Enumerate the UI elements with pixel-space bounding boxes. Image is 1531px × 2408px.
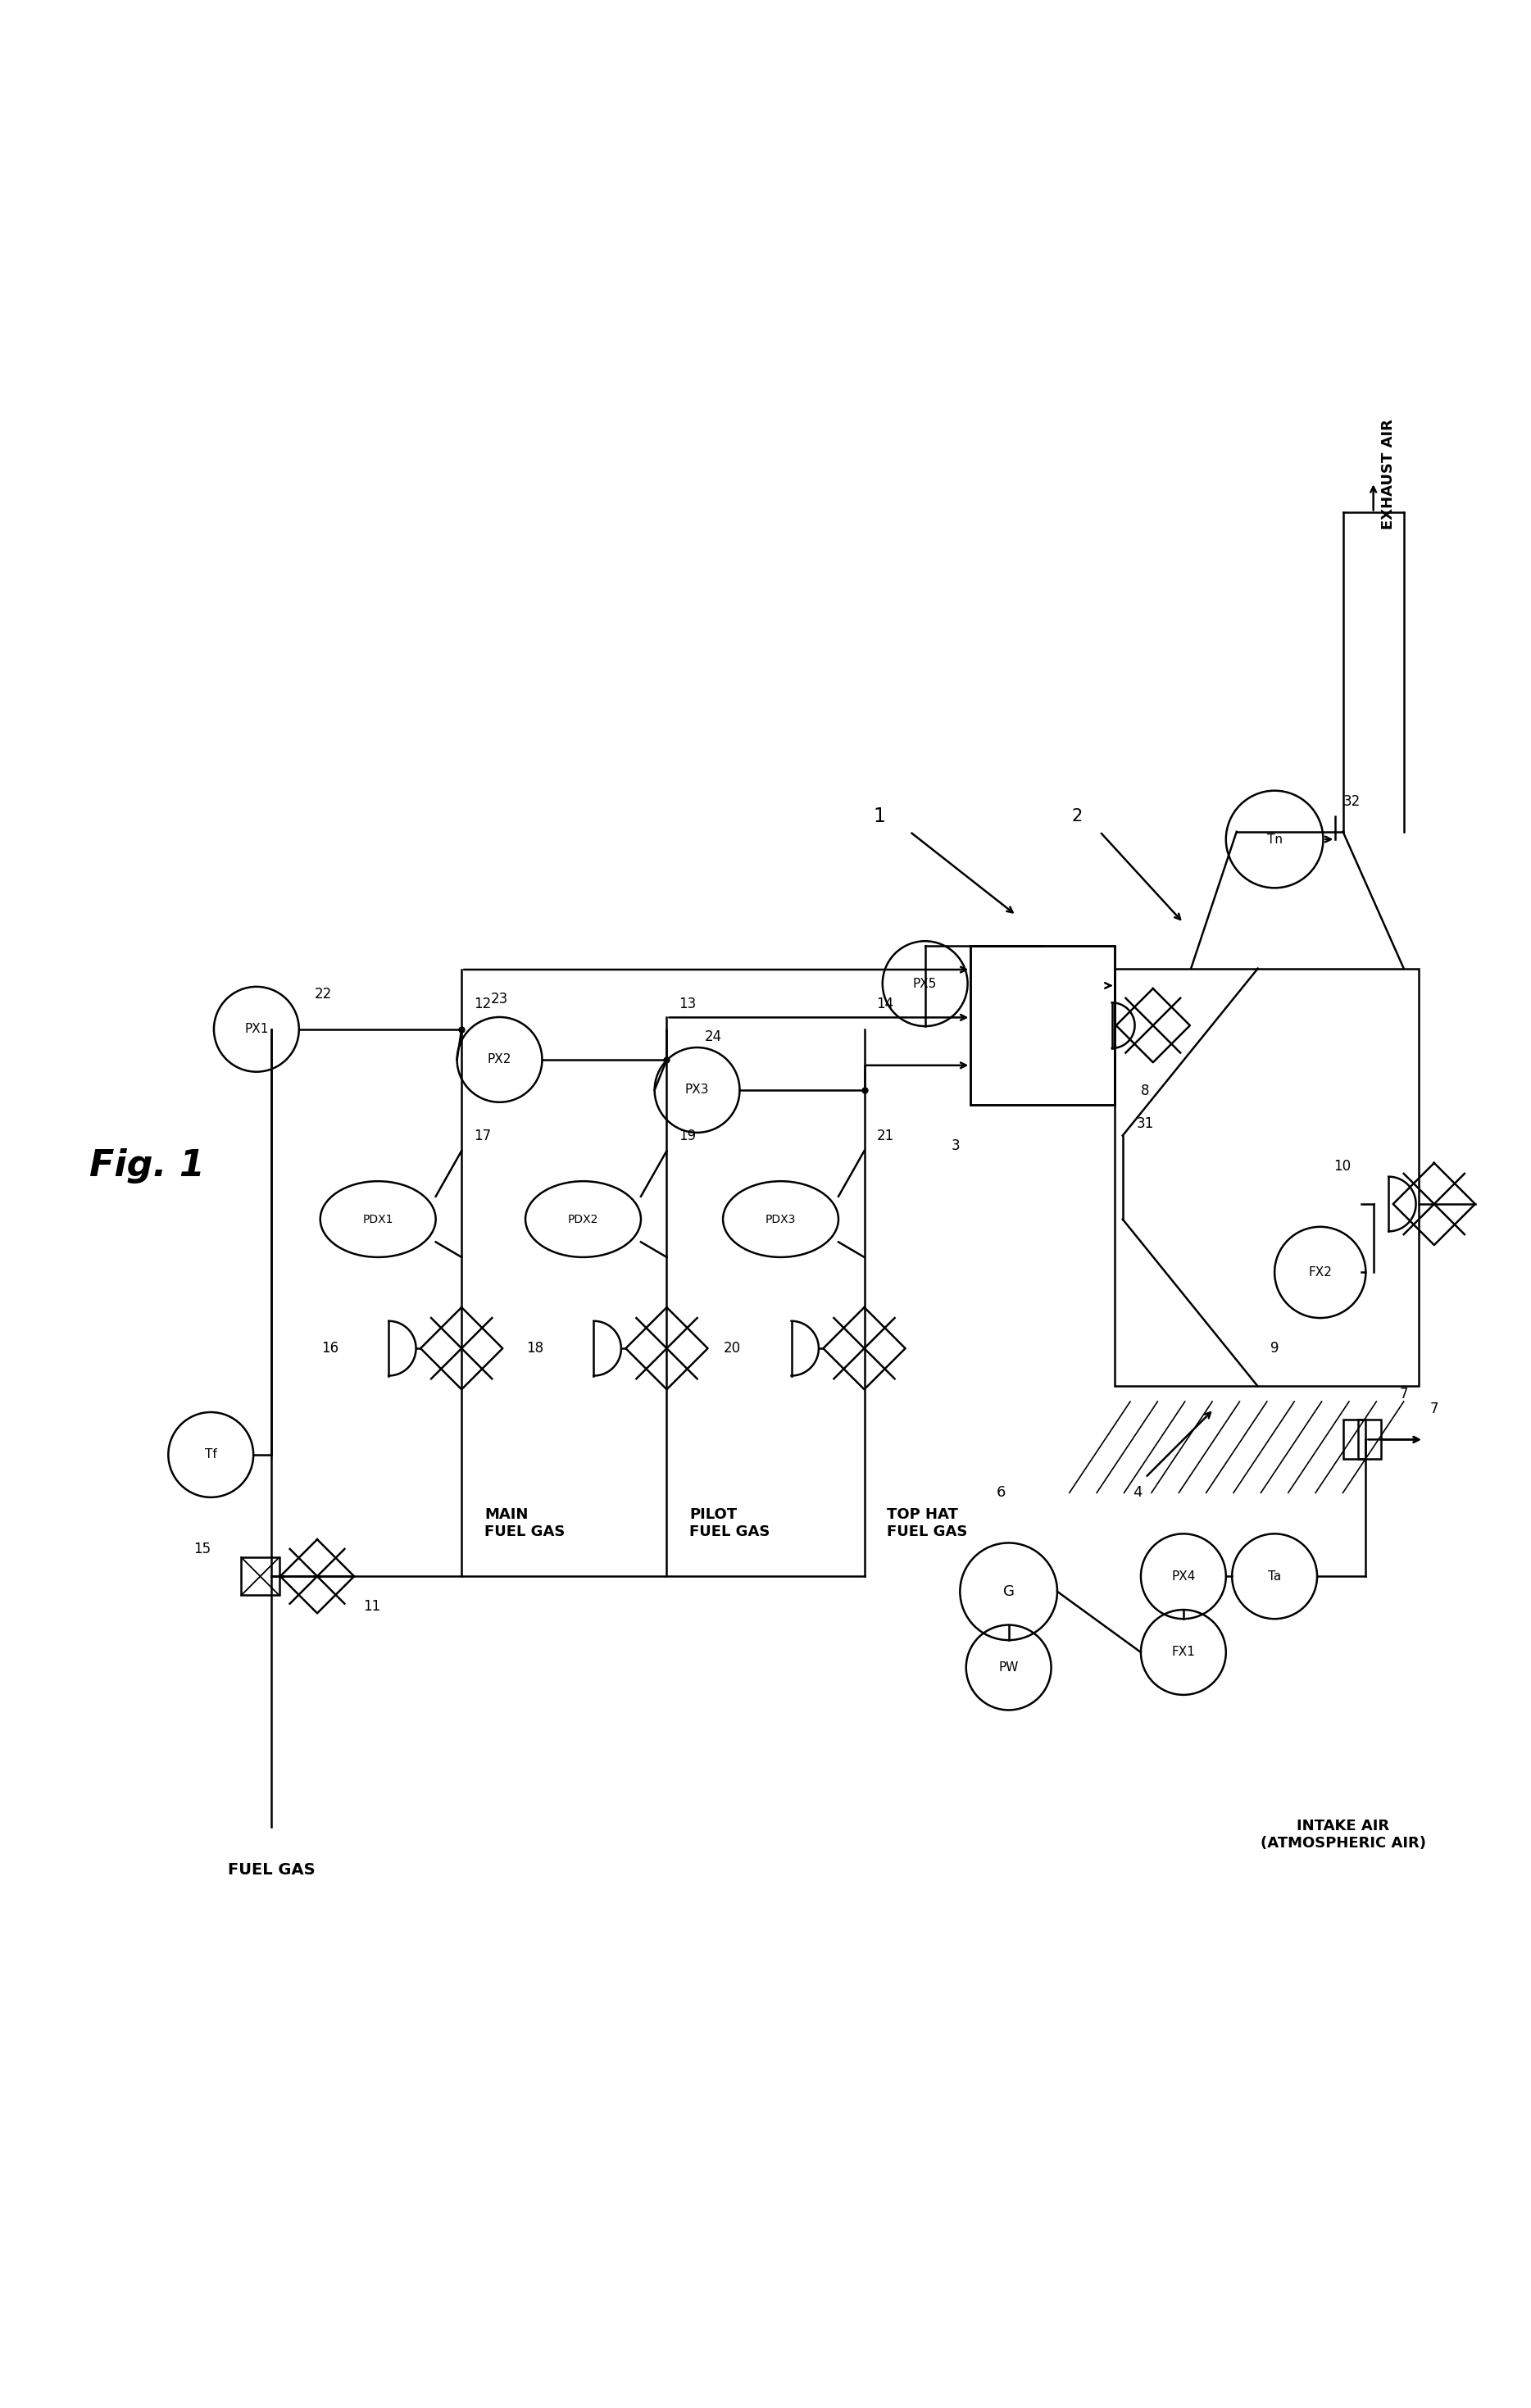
Text: PDX2: PDX2 bbox=[568, 1214, 599, 1226]
Text: PILOT
FUEL GAS: PILOT FUEL GAS bbox=[689, 1507, 770, 1539]
Bar bbox=[1343, 1421, 1366, 1459]
Text: MAIN
FUEL GAS: MAIN FUEL GAS bbox=[484, 1507, 565, 1539]
Bar bbox=[971, 946, 1115, 1105]
Text: 20: 20 bbox=[724, 1341, 741, 1356]
Text: 23: 23 bbox=[491, 992, 508, 1007]
Text: INTAKE AIR
(ATMOSPHERIC AIR): INTAKE AIR (ATMOSPHERIC AIR) bbox=[1260, 1818, 1425, 1852]
Text: 9: 9 bbox=[1271, 1341, 1278, 1356]
Text: 7: 7 bbox=[1430, 1401, 1438, 1416]
Text: TOP HAT
FUEL GAS: TOP HAT FUEL GAS bbox=[886, 1507, 968, 1539]
Text: EXHAUST AIR: EXHAUST AIR bbox=[1381, 419, 1396, 530]
Text: 4: 4 bbox=[1133, 1486, 1142, 1500]
Bar bbox=[971, 946, 1115, 1105]
Text: 7: 7 bbox=[1399, 1387, 1409, 1401]
Text: PX1: PX1 bbox=[245, 1023, 268, 1035]
Text: 18: 18 bbox=[527, 1341, 544, 1356]
Bar bbox=[1115, 968, 1419, 1387]
Text: PDX1: PDX1 bbox=[363, 1214, 393, 1226]
Text: PX4: PX4 bbox=[1171, 1570, 1196, 1582]
Text: 32: 32 bbox=[1343, 795, 1361, 809]
Text: 3: 3 bbox=[951, 1139, 960, 1153]
Text: 10: 10 bbox=[1334, 1158, 1350, 1173]
Text: PDX3: PDX3 bbox=[766, 1214, 796, 1226]
Text: Ta: Ta bbox=[1268, 1570, 1281, 1582]
Text: PX2: PX2 bbox=[487, 1052, 511, 1067]
Text: 22: 22 bbox=[314, 987, 332, 1002]
Text: PX3: PX3 bbox=[684, 1084, 709, 1096]
Text: 15: 15 bbox=[193, 1541, 211, 1556]
Text: 12: 12 bbox=[473, 997, 491, 1011]
Text: FX2: FX2 bbox=[1309, 1267, 1332, 1279]
Text: PW: PW bbox=[998, 1662, 1018, 1674]
Text: FUEL GAS: FUEL GAS bbox=[228, 1861, 315, 1878]
Text: 8: 8 bbox=[1141, 1084, 1150, 1098]
Text: 31: 31 bbox=[1136, 1117, 1154, 1132]
Text: Tn: Tn bbox=[1266, 833, 1283, 845]
Text: 2: 2 bbox=[1072, 809, 1082, 824]
Text: 16: 16 bbox=[322, 1341, 338, 1356]
Text: G: G bbox=[1003, 1584, 1015, 1599]
Text: 19: 19 bbox=[678, 1129, 697, 1144]
Bar bbox=[1358, 1421, 1381, 1459]
Text: 13: 13 bbox=[678, 997, 697, 1011]
Text: Tf: Tf bbox=[205, 1450, 217, 1462]
Text: 1: 1 bbox=[873, 807, 885, 826]
Text: 21: 21 bbox=[876, 1129, 894, 1144]
Text: PX5: PX5 bbox=[912, 978, 937, 990]
Text: 6: 6 bbox=[997, 1486, 1006, 1500]
Text: 24: 24 bbox=[704, 1031, 723, 1045]
Text: 11: 11 bbox=[363, 1599, 380, 1613]
Bar bbox=[242, 1558, 279, 1597]
Text: FX1: FX1 bbox=[1171, 1647, 1196, 1659]
Text: 17: 17 bbox=[473, 1129, 491, 1144]
Text: Fig. 1: Fig. 1 bbox=[89, 1149, 205, 1185]
Text: 14: 14 bbox=[876, 997, 894, 1011]
